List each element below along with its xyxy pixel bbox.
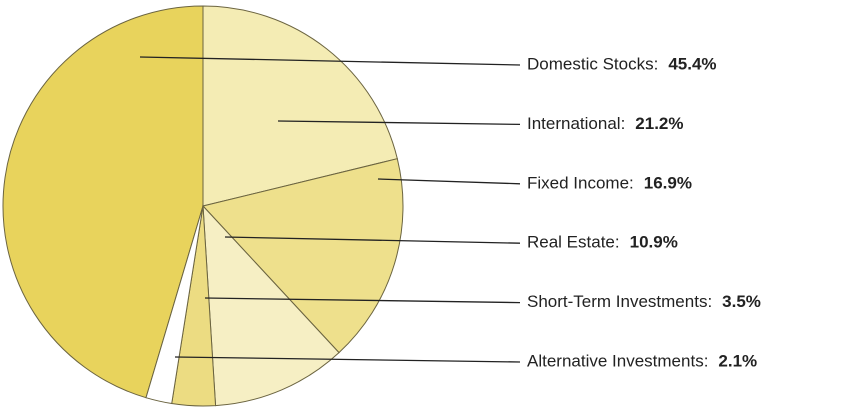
pie-slice <box>202 5 398 207</box>
leader-line <box>224 236 521 244</box>
leader-line <box>204 297 521 304</box>
pie-slice <box>202 158 404 354</box>
value-label: 45.4% <box>668 54 716 73</box>
pie-slice <box>202 204 340 407</box>
value-label: 21.2% <box>635 114 683 133</box>
pie-slice <box>2 5 204 399</box>
slice-label: International: <box>527 114 625 133</box>
slice-label: Alternative Investments: <box>527 351 708 370</box>
slice-label: Real Estate: <box>527 233 620 252</box>
pie-slice <box>145 205 204 405</box>
slice-label: Short-Term Investments: <box>527 292 712 311</box>
leader-line <box>174 356 521 363</box>
leader-line <box>139 56 521 66</box>
value-label: 2.1% <box>718 351 757 370</box>
value-label: 3.5% <box>722 292 761 311</box>
value-label: 16.9% <box>644 173 692 192</box>
slice-label: Fixed Income: <box>527 173 634 192</box>
leader-line <box>277 120 521 126</box>
slice-label: Domestic Stocks: <box>527 54 658 73</box>
leader-line <box>377 178 521 185</box>
value-label: 10.9% <box>630 233 678 252</box>
